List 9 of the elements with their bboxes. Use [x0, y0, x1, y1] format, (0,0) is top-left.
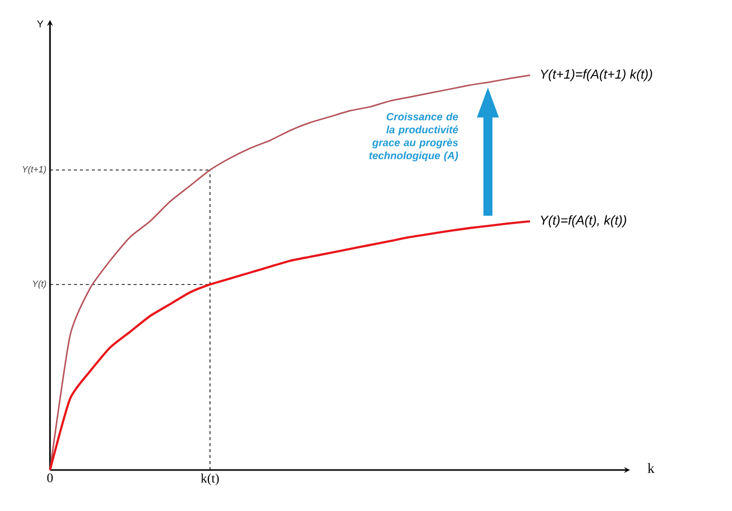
x-tick-label: k(t)	[200, 474, 219, 486]
series-label: Y(t+1)=f(A(t+1) k(t))	[540, 69, 652, 82]
x-axis-title: k	[648, 463, 654, 473]
y-axis-title: Y	[37, 20, 44, 28]
annotation: Croissance de la productivité grace au progrès technologique (A)	[369, 112, 458, 162]
x-tick-label: 0	[47, 474, 53, 482]
ref-line-label: Y(t)	[32, 280, 46, 289]
ref-line-label: Y(t+1)	[22, 166, 46, 174]
series-label: Y(t)=f(A(t), k(t))	[540, 215, 626, 228]
